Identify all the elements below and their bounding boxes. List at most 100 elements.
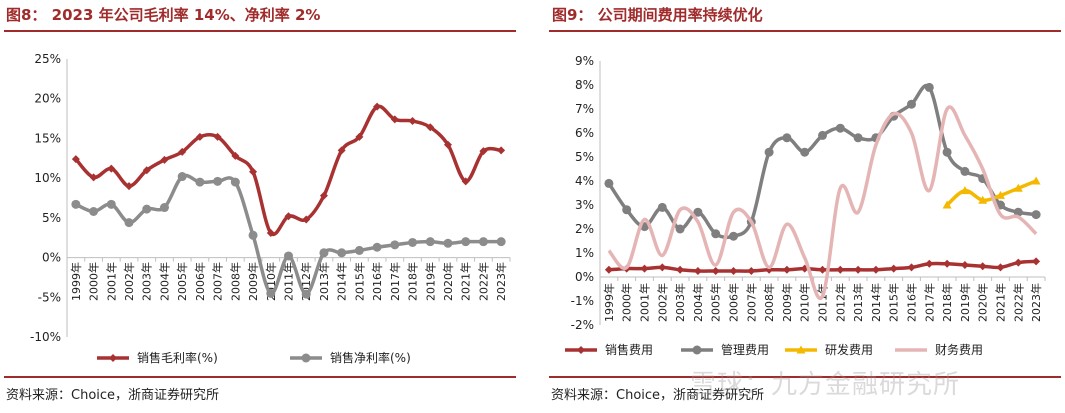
legend-label: 管理费用	[721, 342, 769, 357]
x-tick-label: 2017年	[388, 262, 402, 301]
legend-label: 研发费用	[825, 342, 873, 357]
x-tick-label: 2006年	[193, 262, 207, 301]
data-point	[71, 199, 81, 209]
y-tick-label: 25%	[34, 52, 61, 66]
x-tick-label: 2003年	[140, 262, 154, 301]
x-tick-label: 2006年	[727, 283, 741, 322]
y-tick-label: -2%	[571, 318, 594, 332]
data-point	[1032, 257, 1041, 266]
x-tick-label: 2000年	[87, 262, 101, 301]
x-tick-label: 2019年	[423, 262, 437, 301]
data-point	[89, 207, 99, 217]
x-tick-label: 2010年	[798, 283, 812, 322]
data-point	[230, 177, 240, 187]
data-point	[373, 102, 382, 111]
data-point	[408, 237, 418, 247]
x-tick-label: 2015年	[352, 262, 366, 301]
data-point	[107, 164, 116, 173]
y-tick-label: 0%	[575, 270, 594, 284]
data-point	[657, 202, 667, 212]
data-point	[1013, 183, 1023, 192]
data-point	[372, 242, 382, 252]
data-point	[461, 237, 471, 247]
data-point	[213, 132, 222, 141]
data-point	[960, 261, 969, 269]
data-point	[853, 133, 863, 143]
y-tick-label: 5%	[42, 211, 61, 225]
data-point	[408, 116, 417, 125]
data-point	[1013, 207, 1023, 217]
source-rule-left	[4, 376, 516, 378]
x-tick-label: 2013年	[317, 262, 331, 301]
x-tick-label: 2014年	[869, 283, 883, 322]
data-point	[693, 267, 702, 275]
x-tick-label: 1999年	[602, 283, 616, 322]
data-point	[213, 176, 223, 186]
data-point	[497, 146, 506, 155]
data-point	[390, 115, 399, 124]
data-point	[425, 237, 435, 247]
y-tick-label: -5%	[38, 290, 61, 304]
x-tick-label: 2013年	[851, 283, 865, 322]
x-tick-label: 2017年	[922, 283, 936, 322]
data-point	[960, 166, 970, 176]
data-point	[195, 177, 205, 187]
legend-marker	[692, 345, 702, 355]
x-tick-label: 1999年	[69, 262, 83, 301]
series-line-2	[607, 83, 1037, 240]
data-point	[266, 228, 275, 237]
data-point	[907, 99, 916, 109]
data-point	[943, 259, 952, 268]
data-point	[818, 130, 827, 140]
x-tick-label: 2021年	[459, 262, 473, 301]
legend-label: 销售费用	[605, 342, 653, 357]
figure-8-title: 图8： 2023 年公司毛利率 14%、净利率 2%	[6, 6, 321, 24]
x-tick-label: 2007年	[744, 283, 758, 322]
data-point	[125, 182, 134, 191]
x-tick-label: 2012年	[833, 283, 847, 322]
data-point	[178, 147, 187, 156]
x-tick-label: 2021年	[994, 283, 1008, 322]
data-point	[835, 123, 845, 133]
data-point	[443, 238, 453, 248]
y-tick-label: 3%	[575, 198, 594, 212]
y-tick-label: -10%	[30, 330, 61, 344]
source-note-left: 资料来源：Choice，浙商证券研究所	[6, 388, 220, 403]
title-rule-left	[4, 30, 516, 32]
x-tick-label: 2005年	[709, 283, 723, 322]
x-tick-label: 2009年	[780, 283, 794, 322]
data-point	[924, 82, 934, 92]
y-tick-label: 20%	[34, 92, 61, 106]
y-tick-label: 2%	[575, 222, 594, 236]
data-point	[124, 218, 134, 228]
data-point	[764, 147, 774, 157]
data-point	[354, 245, 364, 255]
y-tick-label: 7%	[575, 102, 594, 116]
data-point	[355, 132, 364, 141]
y-tick-label: 5%	[575, 150, 594, 164]
x-tick-label: 2018年	[940, 283, 954, 322]
data-point	[231, 151, 240, 160]
x-tick-label: 2001年	[638, 283, 652, 322]
x-tick-label: 2020年	[976, 283, 990, 322]
title-rule-right	[549, 30, 1061, 32]
y-tick-label: 0%	[42, 251, 61, 265]
data-point	[782, 133, 792, 143]
x-tick-label: 2023年	[494, 262, 508, 301]
data-point	[337, 146, 346, 155]
data-point	[996, 190, 1005, 199]
data-point	[604, 265, 613, 274]
data-point	[301, 289, 311, 299]
data-point	[711, 267, 720, 275]
x-tick-label: 2001年	[104, 262, 118, 301]
source-rule-right	[549, 376, 1061, 378]
x-tick-label: 2015年	[887, 283, 901, 322]
x-tick-label: 2002年	[655, 283, 669, 322]
data-point	[676, 265, 685, 274]
series-line-4	[607, 105, 1038, 301]
legend-marker	[796, 345, 806, 354]
legend-label: 销售净利率(%)	[330, 350, 411, 365]
data-point	[248, 230, 258, 240]
data-point	[142, 166, 151, 175]
legend-marker	[109, 354, 117, 362]
